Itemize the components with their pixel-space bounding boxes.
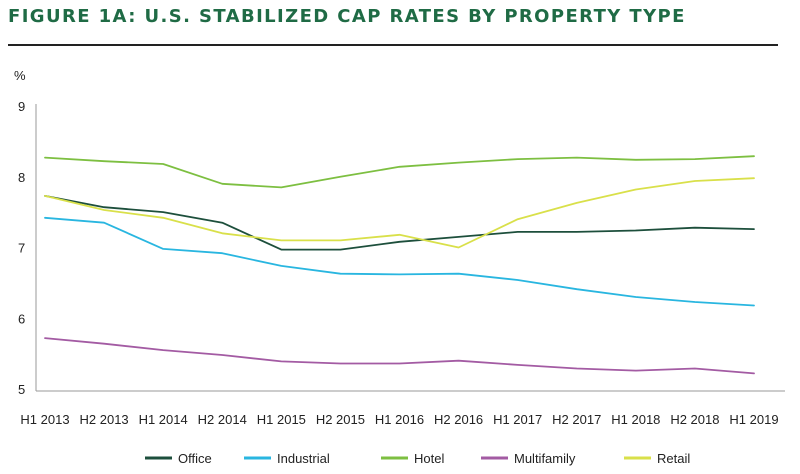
series-line-multifamily bbox=[44, 337, 755, 375]
series-line-retail bbox=[44, 177, 755, 249]
x-tick-label: H2 2018 bbox=[670, 412, 719, 427]
x-tick-label: H1 2015 bbox=[257, 412, 306, 427]
x-tick-label: H2 2014 bbox=[198, 412, 247, 427]
x-tick-label: H2 2017 bbox=[552, 412, 601, 427]
y-tick-label: 8 bbox=[18, 170, 25, 185]
chart-title: FIGURE 1A: U.S. STABILIZED CAP RATES BY … bbox=[8, 6, 686, 27]
series-line-hotel bbox=[44, 155, 755, 189]
x-tick-label: H1 2014 bbox=[139, 412, 188, 427]
y-axis-label: % bbox=[14, 68, 26, 83]
y-tick-label: 7 bbox=[18, 241, 25, 256]
y-tick-labels: 5 6 7 8 9 bbox=[18, 99, 25, 397]
x-tick-label: H1 2019 bbox=[729, 412, 778, 427]
series-line-industrial bbox=[44, 216, 755, 307]
title-divider bbox=[8, 44, 778, 46]
legend-label: Retail bbox=[657, 451, 690, 466]
y-tick-label: 5 bbox=[18, 382, 25, 397]
legend-label: Industrial bbox=[277, 451, 330, 466]
x-tick-label: H1 2013 bbox=[20, 412, 69, 427]
series-lines bbox=[44, 155, 755, 375]
legend-label: Multifamily bbox=[514, 451, 576, 466]
y-tick-label: 9 bbox=[18, 99, 25, 114]
legend: Office Industrial Hotel Multifamily Retail bbox=[145, 451, 690, 466]
x-tick-labels: H1 2013 H2 2013 H1 2014 H2 2014 H1 2015 H2 20… bbox=[20, 412, 778, 427]
legend-label: Hotel bbox=[414, 451, 444, 466]
x-tick-label: H2 2013 bbox=[80, 412, 129, 427]
x-tick-label: H1 2016 bbox=[375, 412, 424, 427]
x-tick-label: H2 2016 bbox=[434, 412, 483, 427]
x-tick-label: H2 2015 bbox=[316, 412, 365, 427]
y-tick-label: 6 bbox=[18, 311, 25, 326]
legend-label: Office bbox=[178, 451, 212, 466]
x-tick-label: H1 2018 bbox=[611, 412, 660, 427]
series-line-office bbox=[44, 194, 755, 251]
x-tick-label: H1 2017 bbox=[493, 412, 542, 427]
